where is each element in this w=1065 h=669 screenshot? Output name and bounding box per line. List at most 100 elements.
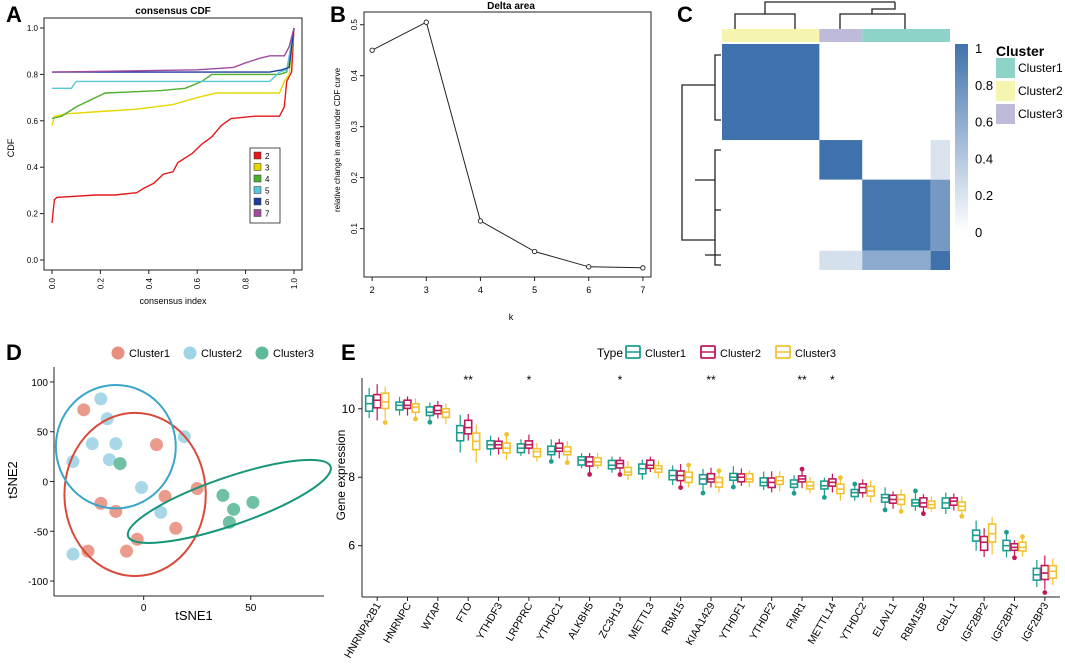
panel-e-box-kiaa1429-cluster2 bbox=[706, 472, 716, 483]
panel-a-title: consensus CDF bbox=[135, 6, 211, 17]
panel-a-ytick-label-5: 1.0 bbox=[27, 24, 39, 33]
panel-c-left-dendrogram bbox=[681, 54, 721, 266]
panel-e-outlier-mettl14-cluster1 bbox=[821, 494, 827, 500]
panel-a-legend-swatch-5 bbox=[253, 186, 262, 194]
panel-e-xtick-label-mettl14: METTL14 bbox=[806, 600, 840, 646]
panel-e-outlier-kiaa1429-cluster1 bbox=[700, 490, 706, 496]
panel-e-significance-mettl14: * bbox=[830, 373, 835, 387]
panel-e-box-wtap-cluster1 bbox=[425, 406, 435, 417]
panel-e-outlier-rbm15-cluster3 bbox=[686, 462, 692, 468]
panel-e-box-hnrnpa2b1-cluster2 bbox=[372, 393, 382, 409]
panel-d-legend-label-cluster2: Cluster2 bbox=[201, 348, 242, 360]
panel-d-point-cluster1-9 bbox=[169, 521, 183, 535]
panel-e-outlier-rbm15-cluster2 bbox=[678, 485, 684, 490]
panel-a-legend-swatch-2 bbox=[253, 151, 262, 160]
panel-e-outlier-ythdc2-cluster1 bbox=[852, 481, 858, 487]
panel-d-point-cluster1-6 bbox=[150, 438, 164, 452]
panel-e-outlier-hnrnpc-cluster3 bbox=[413, 416, 418, 422]
panel-c-scale-label-3: 0.4 bbox=[975, 151, 993, 166]
panel-d-point-cluster2-7 bbox=[135, 480, 149, 494]
panel-c-scale-label-0: 1 bbox=[975, 41, 982, 56]
panel-a-ytick-label-3: 0.6 bbox=[27, 117, 39, 126]
panel-e-ylabel: Gene expression bbox=[334, 430, 348, 521]
panel-e-outlier-fmr1-cluster2 bbox=[799, 466, 805, 472]
panel-d-point-cluster2-8 bbox=[154, 505, 168, 519]
panel-c-block-0 bbox=[722, 44, 820, 141]
panel-e-box-alkbh5-cluster1 bbox=[577, 456, 586, 466]
panel-e-xtick-label-elavl1: ELAVL1 bbox=[870, 600, 899, 639]
panel-b-delta-area: Delta area k relative change in area und… bbox=[333, 1, 652, 322]
panel-d-point-cluster3-1 bbox=[216, 488, 230, 502]
panel-e-outlier-mettl14-cluster3 bbox=[837, 475, 843, 481]
panel-c-block-5 bbox=[819, 250, 863, 270]
panel-a-ytick-label-2: 0.4 bbox=[27, 163, 39, 172]
panel-e-xtick-label-igf2bp1: IGF2BP1 bbox=[989, 600, 1021, 644]
panel-a-legend-label-7: 7 bbox=[265, 210, 270, 219]
panel-e-box-mettl3-cluster2 bbox=[646, 459, 655, 470]
panel-d-point-cluster2-2 bbox=[85, 437, 99, 451]
panel-e-xtick-label-igf2bp2: IGF2BP2 bbox=[959, 600, 991, 644]
panel-b-xtick-label-0: 2 bbox=[370, 285, 375, 295]
panel-e-outlier-fmr1-cluster1 bbox=[791, 490, 797, 496]
panel-c-legend-title: Cluster bbox=[996, 43, 1045, 59]
panel-a-legend-swatch-4 bbox=[253, 174, 262, 183]
panel-e-box-ythdf1-cluster3 bbox=[745, 472, 754, 483]
panel-e-outlier-alkbh5-cluster2 bbox=[587, 472, 593, 477]
panel-e-significance-fmr1: ** bbox=[797, 373, 807, 387]
panel-e-significance-fto: ** bbox=[464, 373, 474, 387]
panel-e-significance-lrpprc: * bbox=[527, 373, 532, 387]
panel-d-ytick-label-1: 50 bbox=[37, 428, 49, 439]
panel-d-ytick-label-4: -100 bbox=[28, 577, 48, 588]
panel-e-box-ythdc2-cluster2 bbox=[858, 483, 868, 494]
panel-c-annotation-cluster1 bbox=[862, 29, 950, 42]
panel-d-point-cluster2-4 bbox=[102, 453, 116, 467]
panel-d-point-cluster1-0 bbox=[77, 403, 91, 417]
panel-e-xtick-label-alkbh5: ALKBH5 bbox=[566, 600, 597, 641]
panel-letter-a: A bbox=[6, 2, 22, 27]
panel-d-point-cluster2-9 bbox=[66, 547, 80, 561]
panel-a-ylabel: CDF bbox=[6, 138, 16, 157]
panel-d-point-cluster1-2 bbox=[109, 504, 123, 518]
panel-b-point-k7 bbox=[640, 265, 646, 271]
panel-b-point-k6 bbox=[586, 264, 592, 270]
panel-c-annotation-cluster2 bbox=[722, 29, 820, 42]
panel-a-ytick-label-0: 0.0 bbox=[27, 256, 39, 265]
panel-e-xtick-label-hnrnpc: HNRNPC bbox=[381, 600, 414, 645]
panel-b-point-k5 bbox=[531, 248, 538, 255]
panel-c-block-2 bbox=[862, 179, 931, 251]
panel-e-outlier-elavl1-cluster1 bbox=[882, 507, 888, 513]
panel-e-box-wtap-cluster3 bbox=[441, 407, 451, 419]
panel-a-cdf-line-k5 bbox=[52, 27, 295, 90]
panel-c-color-scale bbox=[955, 44, 968, 232]
panel-letter-e: E bbox=[341, 340, 356, 365]
panel-e-xtick-label-fmr1: FMR1 bbox=[784, 600, 809, 631]
panel-d-point-cluster1-7 bbox=[158, 489, 172, 503]
panel-d-point-cluster1-4 bbox=[120, 544, 134, 558]
panel-d-ellipse-cluster2 bbox=[54, 383, 177, 510]
panel-d-point-cluster3-4 bbox=[246, 495, 260, 509]
panel-b-xtick-label-1: 3 bbox=[424, 285, 429, 295]
panel-letter-c: C bbox=[677, 2, 693, 27]
panel-b-point-k4 bbox=[477, 218, 484, 224]
panel-e-xtick-label-hnrnpa2b1: HNRNPA2B1 bbox=[342, 600, 384, 660]
panel-a-ytick-label-1: 0.2 bbox=[27, 210, 39, 219]
panel-e-box-igf2bp2-cluster2 bbox=[979, 535, 989, 552]
panel-b-ytick-label-0: 0.1 bbox=[350, 222, 359, 234]
panel-e-gene-expression: Gene expression Type 6 8 10 Cluster1 Cluster… bbox=[334, 345, 1060, 660]
panel-a-cdf-line-k3 bbox=[51, 27, 295, 126]
panel-d-ytick-label-2: 0 bbox=[42, 478, 48, 489]
panel-b-point-k3 bbox=[423, 19, 429, 25]
panel-e-box-hnrnpa2b1-cluster3 bbox=[380, 392, 390, 410]
panel-e-outlier-zc3h13-cluster2 bbox=[617, 472, 623, 477]
panel-e-xtick-label-ythdf3: YTHDF3 bbox=[474, 600, 505, 642]
panel-c-consensus-heatmap: Cluster 1 0.8 0.6 0.4 0.2 0 Cluster1 Cluster2 Cl… bbox=[681, 1, 1063, 270]
panel-c-legend-label-cluster1: Cluster1 bbox=[1018, 61, 1063, 75]
panel-b-title: Delta area bbox=[487, 1, 535, 12]
panel-e-xtick-label-igf2bp3: IGF2BP3 bbox=[1019, 600, 1051, 644]
panel-d-point-cluster3-2 bbox=[227, 502, 241, 516]
panel-e-xtick-label-ythdf1: YTHDF1 bbox=[717, 600, 748, 642]
panel-d-ytick-label-0: 100 bbox=[31, 378, 48, 389]
panel-e-outlier-ythdf3-cluster3 bbox=[504, 432, 509, 437]
panel-c-annotation-cluster3 bbox=[819, 29, 863, 42]
panel-c-top-dendrogram bbox=[734, 1, 906, 29]
